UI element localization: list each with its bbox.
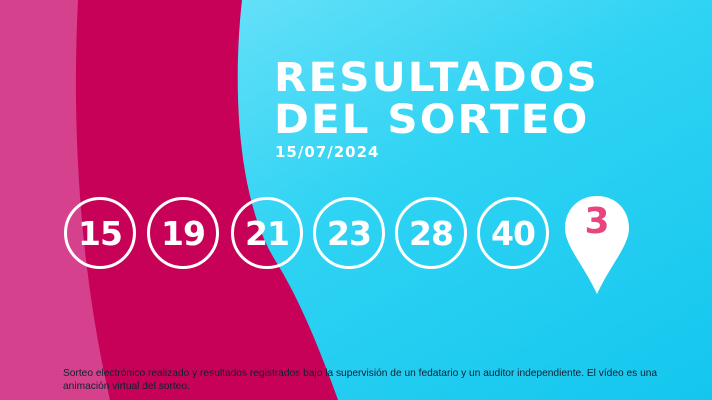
result-number-ball: 21 (231, 197, 303, 269)
pink-band (0, 0, 110, 400)
disclaimer-text: Sorteo electrónico realizado y resultado… (63, 368, 658, 392)
result-number-ball: 23 (313, 197, 385, 269)
title-line-1: RESULTADOS (274, 55, 599, 101)
map-pin-icon (565, 196, 629, 294)
result-number-ball: 15 (64, 197, 136, 269)
special-number: 3 (584, 201, 610, 242)
draw-date: 15/07/2024 (275, 143, 380, 161)
result-number-ball: 40 (477, 197, 549, 269)
title-line-2: DEL SORTEO (274, 97, 590, 143)
result-number-ball: 28 (395, 197, 467, 269)
result-number-ball: 19 (147, 197, 219, 269)
